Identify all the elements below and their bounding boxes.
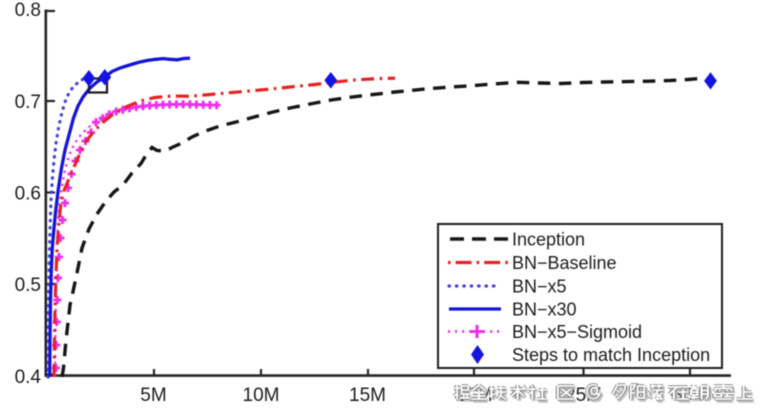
svg-text:15M: 15M xyxy=(349,385,386,406)
svg-text:10M: 10M xyxy=(243,385,280,406)
svg-text:0.4: 0.4 xyxy=(15,367,42,388)
svg-text:BN−x5−Sigmoid: BN−x5−Sigmoid xyxy=(512,322,642,342)
svg-text:BN−x30: BN−x30 xyxy=(512,300,577,320)
svg-text:BN−x5: BN−x5 xyxy=(512,277,567,297)
svg-text:0.5: 0.5 xyxy=(15,275,41,296)
svg-text:Steps to match Inception: Steps to match Inception xyxy=(512,345,710,365)
svg-text:0.7: 0.7 xyxy=(15,92,41,113)
svg-text:BN−Baseline: BN−Baseline xyxy=(512,253,617,273)
svg-text:0.8: 0.8 xyxy=(15,0,41,21)
svg-text:Inception: Inception xyxy=(512,230,585,250)
svg-text:5M: 5M xyxy=(140,385,166,406)
svg-text:0.6: 0.6 xyxy=(15,184,41,205)
